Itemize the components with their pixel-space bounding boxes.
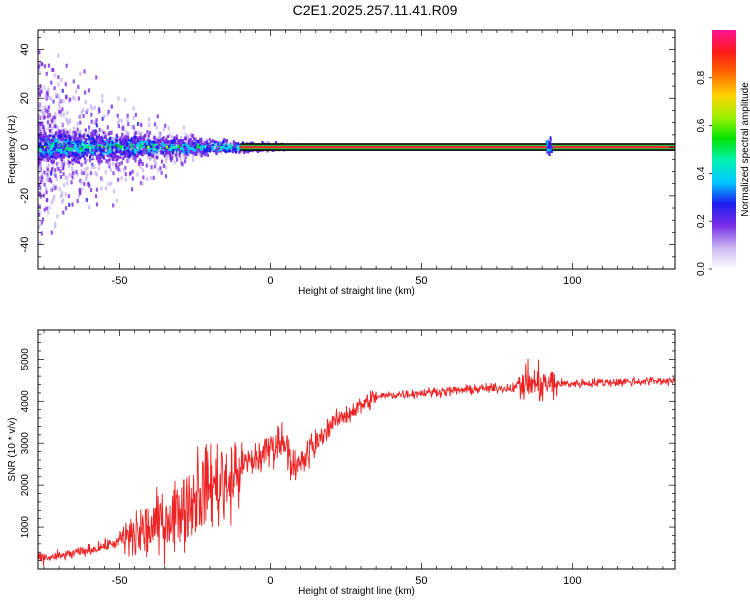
spectrogram-y-tick-label: -40 <box>19 237 31 253</box>
snr-y-tick-label: 1000 <box>20 516 31 539</box>
snr-y-axis-label: SNR (10 * v/v) <box>7 418 18 482</box>
snr-x-tick-label: -50 <box>112 575 128 587</box>
snr-x-tick-label: 0 <box>267 575 273 587</box>
colorbar-tick-label: 0.4 <box>696 166 707 180</box>
spectrogram-frame <box>37 29 676 270</box>
colorbar-label: Normalized spectral amplitude <box>740 82 750 217</box>
spectrogram-chart: -50 0 50 100 -40 -20 0 20 40 Height of straight l… <box>7 29 676 297</box>
snr-y-tick-label: 3000 <box>20 432 31 455</box>
snr-chart: -50 0 50 100 1000 2000 3000 4000 5000 Height of s… <box>7 329 676 597</box>
spectrogram-y-tick-label: 20 <box>19 92 31 104</box>
colorbar-gradient <box>712 30 736 269</box>
snr-y-tick-label: 5000 <box>20 348 31 371</box>
colorbar-tick-label: 0.2 <box>696 214 707 228</box>
snr-y-tick-label: 4000 <box>20 390 31 413</box>
snr-x-axis-label: Height of straight line (km) <box>298 586 415 597</box>
spectrogram-x-tick-label: 50 <box>415 275 427 287</box>
colorbar-tick-label: 0.8 <box>696 70 707 84</box>
snr-y-tick-label: 2000 <box>20 474 31 497</box>
colorbar-tick-label: 0.0 <box>696 262 707 276</box>
spectrogram-x-axis-label: Height of straight line (km) <box>298 286 415 297</box>
colorbar-tick-label: 0.6 <box>696 118 707 132</box>
spectrogram-y-tick-label: 40 <box>19 43 31 55</box>
snr-x-tick-label: 50 <box>415 575 427 587</box>
spectrogram-x-tick-label: 0 <box>267 275 273 287</box>
spectrogram-y-tick-label: -20 <box>19 188 31 204</box>
spectrogram-y-axis-label: Frequency (Hz) <box>7 115 18 184</box>
snr-x-tick-label: 100 <box>563 575 581 587</box>
tonal-line <box>240 145 675 149</box>
snr-series-line <box>38 358 675 566</box>
figure-title: C2E1.2025.257.11.41.R09 <box>292 2 458 18</box>
colorbar: 0.0 0.2 0.4 0.6 0.8 Normalized spectral ampli… <box>696 30 750 276</box>
snr-frame <box>37 329 676 570</box>
spectrogram-cells <box>38 50 675 245</box>
spectrogram-x-tick-label: -50 <box>112 275 128 287</box>
spectrogram-y-tick-label: 0 <box>19 144 31 150</box>
spectrogram-x-tick-label: 100 <box>563 275 581 287</box>
